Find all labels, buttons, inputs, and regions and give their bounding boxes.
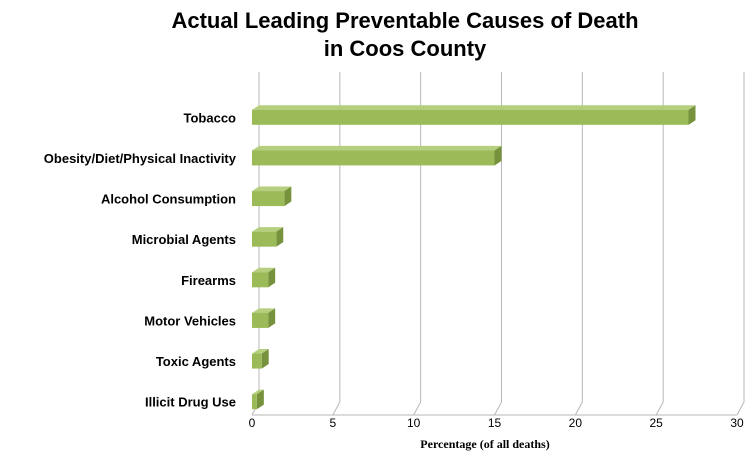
- category-labels: Tobacco Obesity/Diet/Physical Inactivity A…: [44, 110, 237, 409]
- gridline: [736, 72, 745, 416]
- category-label: Firearms: [181, 273, 236, 288]
- category-label: Tobacco: [184, 110, 237, 125]
- bars: [252, 105, 696, 410]
- category-label: Motor Vehicles: [144, 313, 236, 328]
- category-label: Alcohol Consumption: [101, 192, 236, 207]
- bar: [252, 186, 292, 207]
- category-label: Microbial Agents: [132, 232, 236, 247]
- bar: [252, 105, 696, 125]
- gridline: [574, 72, 583, 416]
- bar: [252, 389, 264, 410]
- x-tick-label: 15: [488, 416, 502, 430]
- x-tick-label: 5: [329, 416, 336, 430]
- gridline: [413, 72, 422, 416]
- gridline: [494, 72, 502, 416]
- x-tick-label: 0: [249, 416, 256, 430]
- category-label: Obesity/Diet/Physical Inactivity: [44, 151, 237, 166]
- gridlines: [251, 72, 745, 416]
- category-label: Illicit Drug Use: [145, 395, 236, 410]
- bar: [252, 267, 276, 288]
- bar: [252, 349, 269, 369]
- x-axis-title: Percentage (of all deaths): [420, 437, 549, 451]
- chart-title-line-1: Actual Leading Preventable Causes of Dea…: [171, 8, 638, 33]
- category-label: Toxic Agents: [156, 354, 236, 369]
- x-tick-labels: 0 5 10 15 20 25 30: [249, 416, 744, 430]
- bar: [252, 145, 502, 166]
- chart-title-line-2: in Coos County: [324, 36, 487, 61]
- x-tick-label: 30: [730, 416, 744, 430]
- bar: [252, 227, 284, 247]
- x-tick-label: 10: [407, 416, 421, 430]
- gridline: [332, 72, 341, 416]
- x-tick-label: 20: [569, 416, 583, 430]
- bar: [252, 308, 276, 328]
- gridline: [655, 72, 664, 416]
- x-tick-label: 25: [649, 416, 663, 430]
